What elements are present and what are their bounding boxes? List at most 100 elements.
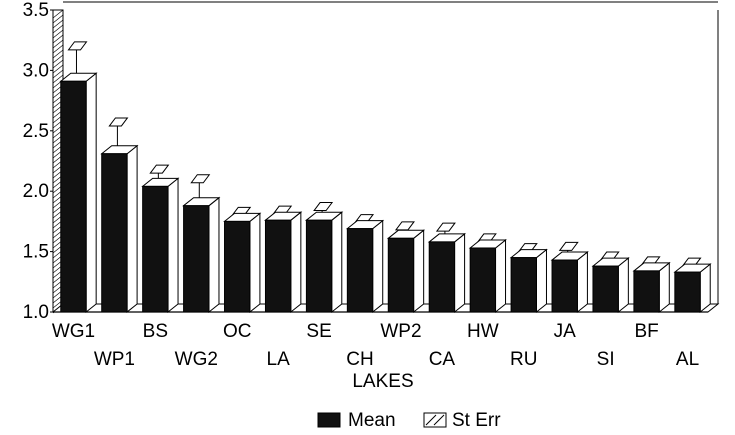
bar-side <box>126 144 138 314</box>
bar-group <box>509 243 548 314</box>
legend: Mean St Err <box>317 410 501 431</box>
error-bar-cap <box>67 41 88 51</box>
bar-mean <box>510 257 537 313</box>
bar-mean <box>142 185 169 313</box>
x-axis-title: LAKES <box>352 371 413 392</box>
bar-mean <box>264 219 292 313</box>
bar-side <box>208 196 220 314</box>
bar-mean <box>592 265 619 313</box>
error-bar-cap <box>149 164 170 174</box>
bar-side <box>617 257 629 314</box>
bar-mean <box>551 259 578 313</box>
x-tick-label: SE <box>306 321 331 342</box>
legend-label-sterr: St Err <box>452 410 501 431</box>
bar-side <box>249 212 261 314</box>
wall-hatch <box>52 34 64 44</box>
x-tick-label: CH <box>346 349 373 370</box>
bar-group <box>223 206 262 314</box>
error-bar-cap <box>435 222 456 232</box>
bar-group <box>673 257 712 314</box>
wall-hatch <box>52 39 64 49</box>
bar-side <box>413 229 425 314</box>
wall-hatch <box>52 24 64 34</box>
bar-group <box>304 202 344 314</box>
y-tick-label: 1.5 <box>23 242 49 263</box>
x-tick-label: LA <box>267 349 291 370</box>
bar-group <box>59 41 98 314</box>
x-tick-label: OC <box>223 321 252 342</box>
bar-mean <box>469 247 497 313</box>
bar-group <box>182 174 221 314</box>
wall-hatch <box>52 69 64 79</box>
bar-mean <box>183 205 210 313</box>
error-bar-cap <box>558 241 579 251</box>
wall-hatch <box>52 29 64 39</box>
wall-hatch <box>52 59 64 69</box>
wall-hatch <box>52 9 64 19</box>
bar-group <box>345 214 385 314</box>
error-bar-cap <box>190 174 211 184</box>
x-tick-label: CA <box>429 349 456 370</box>
error-bar-cap <box>108 117 129 127</box>
error-bar-cap <box>313 202 334 212</box>
bar-side <box>331 211 343 314</box>
bar-group <box>141 164 180 314</box>
bar-group <box>427 222 467 314</box>
bar-side <box>372 219 384 314</box>
bar-mean <box>674 271 701 313</box>
x-tick-label: BS <box>143 321 168 342</box>
x-tick-label: JA <box>554 321 577 342</box>
y-tick-label: 3.0 <box>23 60 49 81</box>
legend-label-mean: Mean <box>348 410 396 431</box>
bar-group <box>264 205 303 314</box>
bar-mean <box>60 80 87 313</box>
bar-mean <box>387 237 415 313</box>
bar-mean <box>305 219 333 313</box>
bars <box>59 41 712 314</box>
error-bar-cap <box>394 221 415 231</box>
bar-side <box>535 248 547 314</box>
wall-hatch <box>52 54 64 64</box>
y-tick-label: 2.5 <box>23 121 49 142</box>
bar-side <box>495 238 507 314</box>
x-tick-label: RU <box>510 349 537 370</box>
bar-mean <box>101 153 128 313</box>
wall-hatch <box>52 19 64 29</box>
y-tick-label: 1.0 <box>23 302 49 323</box>
x-tick-label: WP1 <box>94 349 135 370</box>
wall-hatch <box>52 74 64 84</box>
legend-swatch-mean <box>317 412 341 428</box>
bar-group <box>591 251 630 314</box>
x-tick-label: WG1 <box>52 321 95 342</box>
wall-hatch <box>52 44 64 54</box>
x-tick-label: WP2 <box>380 321 421 342</box>
bar-group <box>632 256 671 314</box>
x-tick-label: AL <box>676 349 699 370</box>
wall-hatch <box>52 64 64 74</box>
bar-side <box>576 251 588 314</box>
bar-side <box>454 232 466 314</box>
bar-group <box>550 241 589 314</box>
y-tick-label: 3.5 <box>23 0 49 21</box>
bar-mean <box>633 270 660 313</box>
y-tick-label: 2.0 <box>23 181 49 202</box>
x-tick-label: BF <box>634 321 658 342</box>
legend-swatch-sterr <box>423 412 447 428</box>
x-tick-label: WG2 <box>175 349 218 370</box>
x-tick-label: SI <box>597 349 615 370</box>
bar-side <box>167 177 179 314</box>
bar-group <box>100 117 139 314</box>
wall-hatch <box>52 49 64 59</box>
x-tick-label: HW <box>467 321 499 342</box>
y-axis-ticks: 1.0 1.5 2.0 2.5 3.0 3.5 <box>23 0 53 323</box>
bar-mean <box>224 220 251 313</box>
bar-group <box>386 221 426 314</box>
bar-side <box>85 72 97 314</box>
bar-mean <box>346 228 374 313</box>
bar-side <box>290 211 302 314</box>
wall-hatch <box>52 14 64 24</box>
bar-mean <box>428 241 456 313</box>
